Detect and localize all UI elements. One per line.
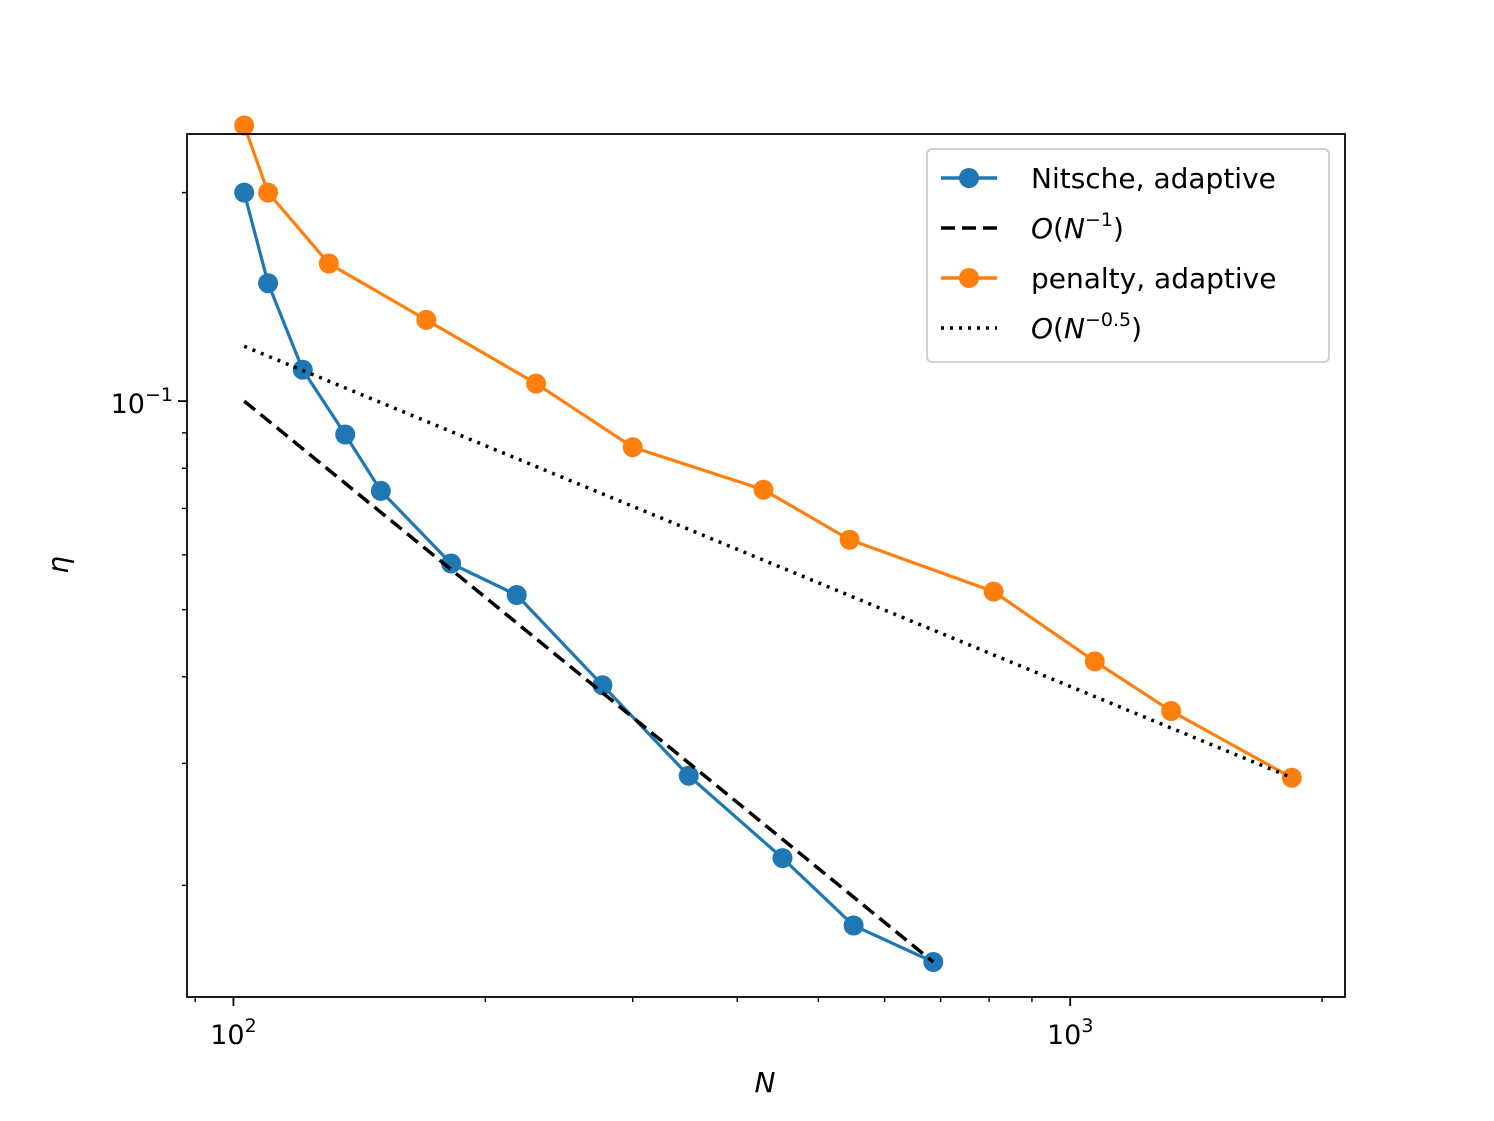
series-2-point-10	[1161, 701, 1182, 721]
series-2-point-1	[258, 182, 279, 203]
series-2-point-11	[1281, 767, 1302, 788]
series-2-point-6	[753, 479, 774, 500]
series-0-point-0	[234, 182, 255, 203]
series-0-point-10	[843, 915, 864, 936]
legend-box	[926, 148, 1330, 363]
legend-marker-0	[959, 168, 979, 188]
x-tick-label-1: 103	[1047, 1015, 1093, 1051]
axes-frame	[186, 133, 1346, 998]
series-2-point-7	[839, 529, 860, 550]
series-line-2	[242, 124, 1293, 780]
series-0-point-5	[441, 553, 462, 574]
x-axis-label: N	[755, 1066, 776, 1099]
axes: 102 103 10−1	[111, 133, 1346, 1051]
plot-area	[234, 115, 1302, 972]
series-0-point-4	[370, 480, 391, 501]
series-2-point-3	[416, 309, 437, 330]
x-tick-label-0: 102	[210, 1015, 256, 1051]
legend-label-3: O(N−0.5)	[1031, 309, 1142, 345]
series-2-point-4	[526, 373, 547, 394]
series-line-1	[243, 399, 935, 964]
series-2-point-9	[1084, 651, 1105, 672]
legend-marker-2	[959, 268, 979, 288]
legend-label-0: Nitsche, adaptive	[1031, 162, 1276, 195]
legend-label-1: O(N−1)	[1031, 209, 1124, 245]
series-0-point-9	[772, 848, 793, 869]
series-line-0	[242, 192, 934, 964]
y-axis-label: η	[42, 556, 75, 574]
series-2-point-5	[622, 437, 643, 458]
legend-label-2: penalty, adaptive	[1031, 262, 1276, 295]
series-0-point-3	[335, 424, 356, 445]
legend: Nitsche, adaptive O(N−1) penalty, adaptive…	[926, 148, 1330, 363]
y-tick-label-0: 10−1	[111, 384, 173, 420]
series-2-point-0	[234, 115, 255, 136]
series-0-point-6	[506, 585, 527, 605]
series-2-point-2	[318, 253, 339, 274]
series-0-point-1	[258, 273, 279, 294]
series-0-point-7	[592, 675, 613, 696]
series-2-point-8	[983, 581, 1004, 602]
series-0-point-8	[678, 765, 699, 786]
